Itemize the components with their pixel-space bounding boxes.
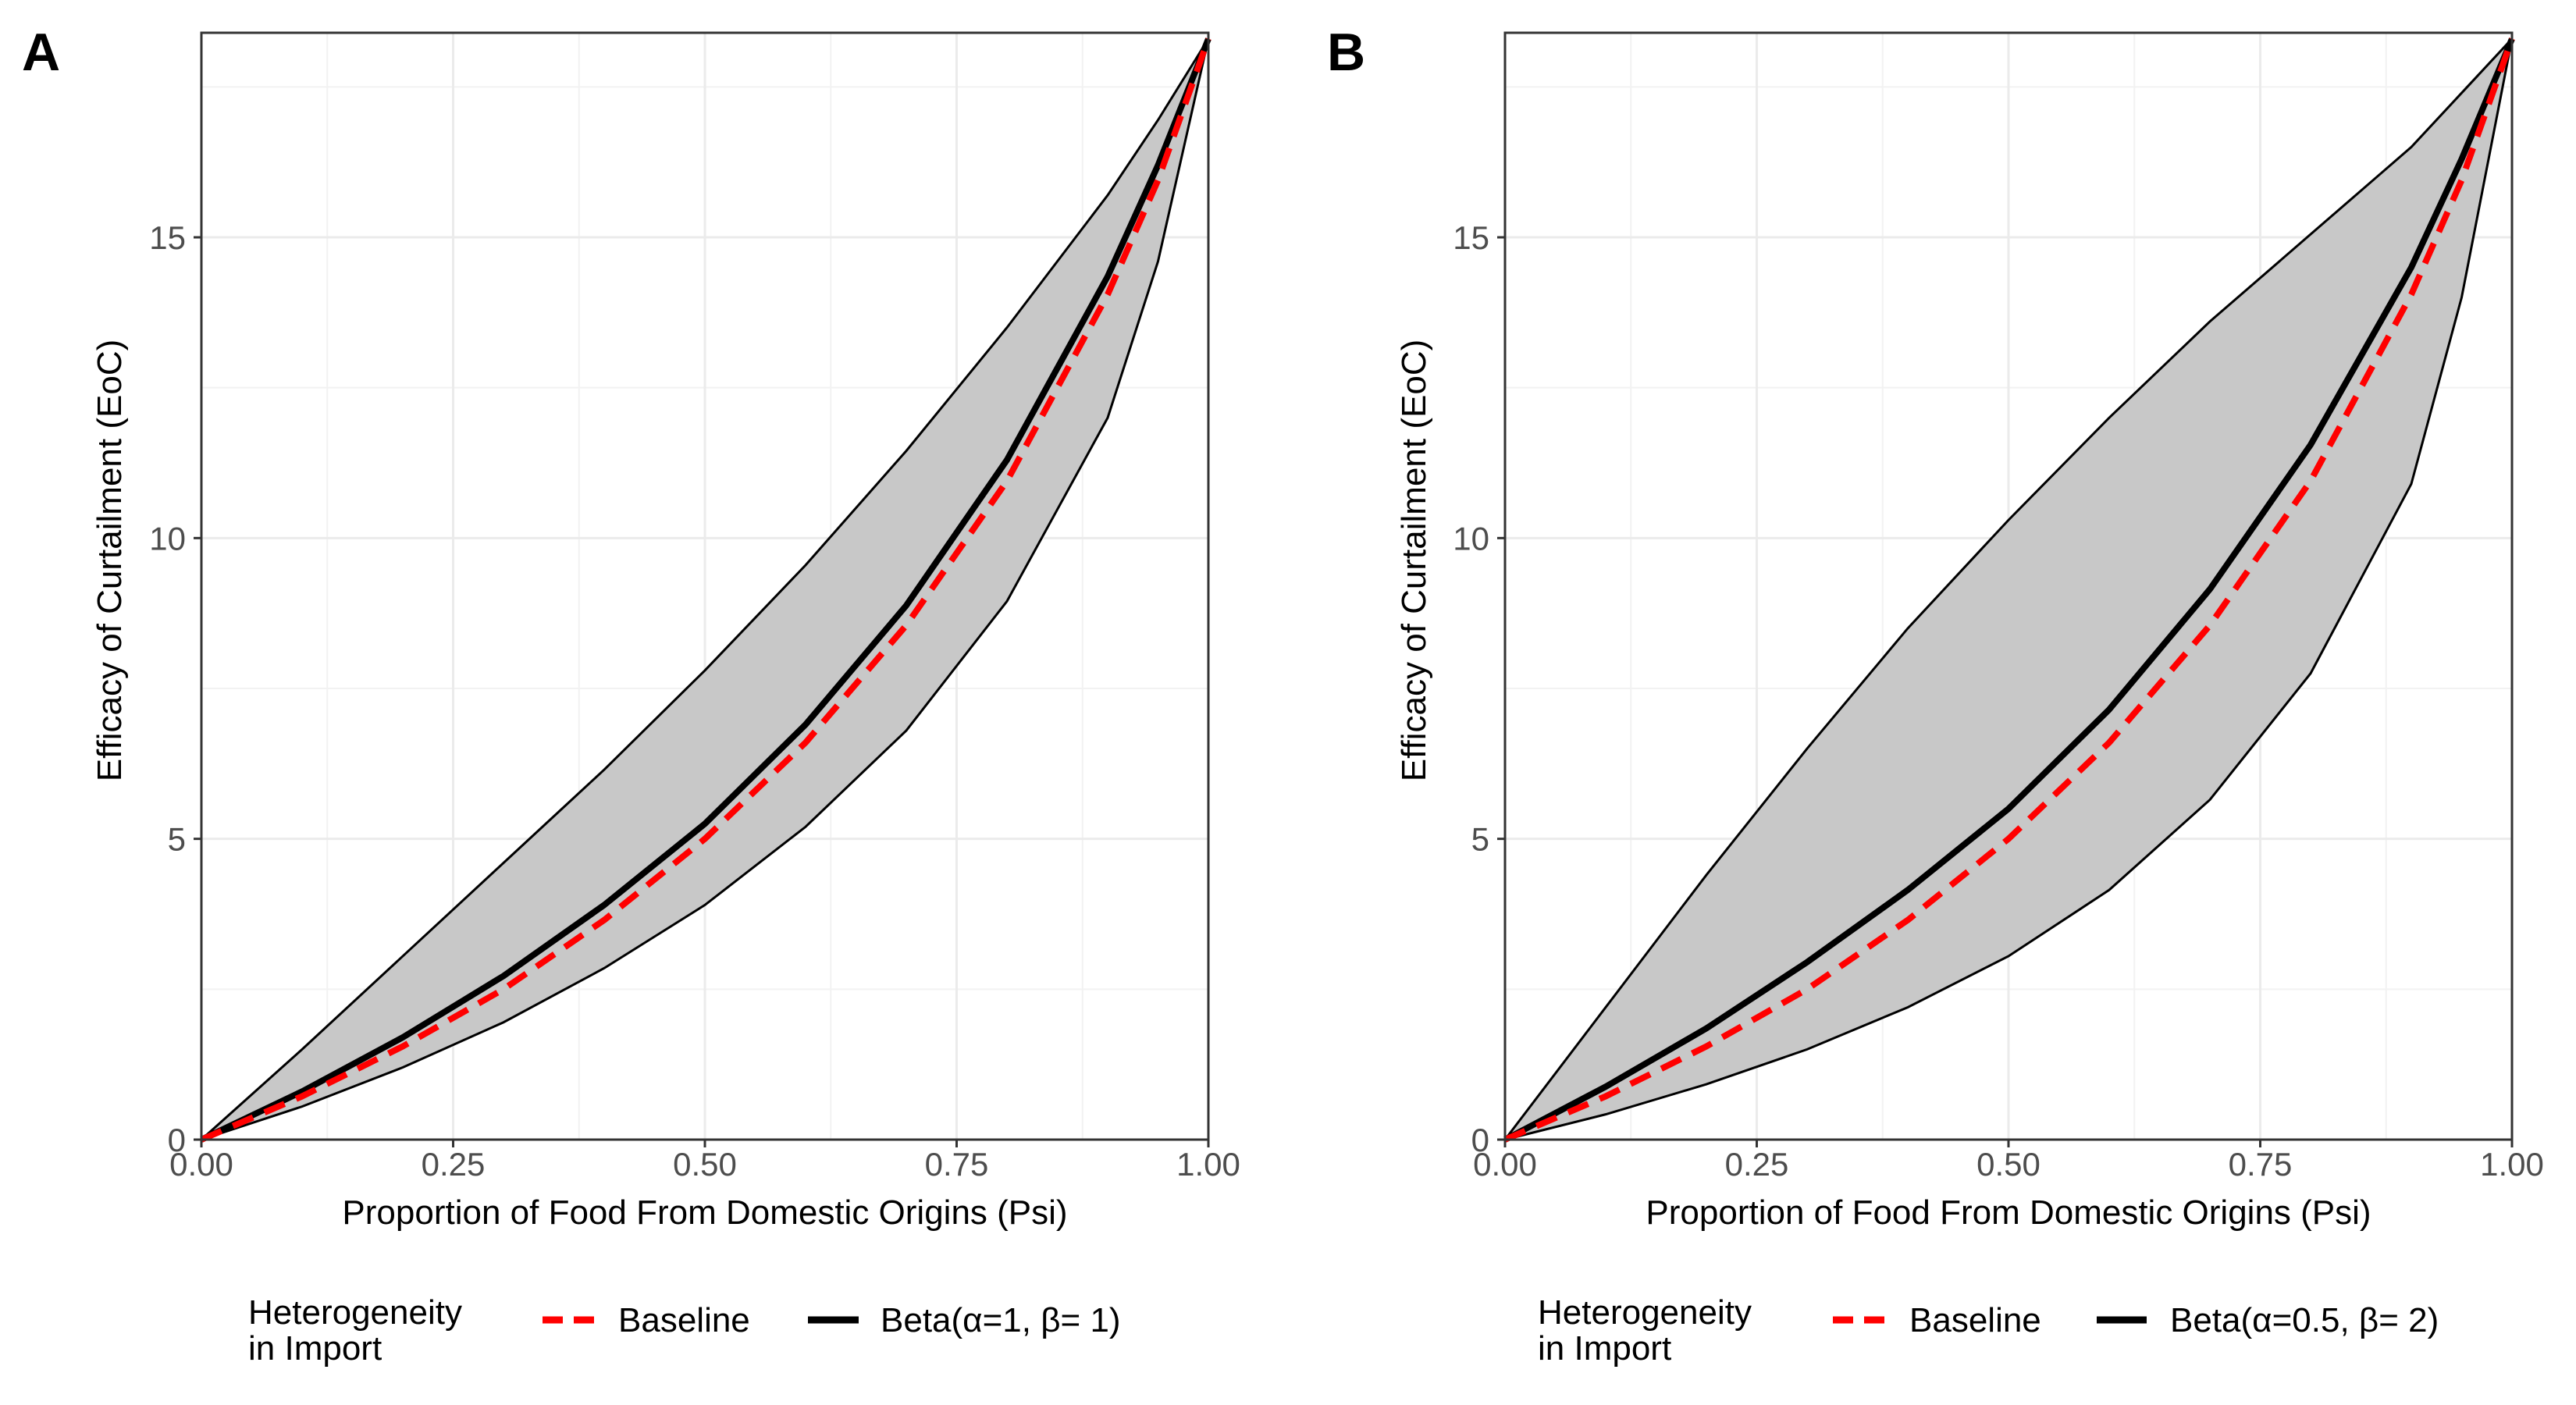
y-tick-label: 10 bbox=[149, 520, 186, 557]
legend-label-baseline: Baseline bbox=[618, 1301, 750, 1339]
x-tick-label: 0.25 bbox=[1725, 1146, 1789, 1183]
ribbon-upper-line bbox=[200, 37, 1210, 1141]
x-tick-label: 0.75 bbox=[2229, 1146, 2293, 1183]
legend-title-line-1: Heterogeneity bbox=[248, 1293, 462, 1332]
x-axis-title: Proportion of Food From Domestic Origins… bbox=[1646, 1193, 2371, 1232]
x-tick-label: 0.25 bbox=[422, 1146, 486, 1183]
y-tick-label: 10 bbox=[1453, 520, 1489, 557]
series-line-baseline bbox=[200, 37, 1212, 1143]
legend-title-line-2: in Import bbox=[248, 1329, 382, 1368]
x-tick-label: 0.50 bbox=[673, 1146, 737, 1183]
legend-label-beta: Beta(α=0.5, β= 2) bbox=[2170, 1301, 2439, 1339]
x-tick-label: 0.50 bbox=[1976, 1146, 2041, 1183]
ribbon-lower-line bbox=[201, 38, 1210, 1141]
series-line-baseline bbox=[1503, 37, 2515, 1143]
legend: Heterogeneity in Import Baseline Beta(α=… bbox=[248, 1293, 1121, 1368]
x-tick-label: 0.00 bbox=[1473, 1146, 1537, 1183]
ribbon-lower-line bbox=[1504, 38, 2514, 1141]
y-tick-label: 15 bbox=[1453, 219, 1489, 256]
x-tick-label: 1.00 bbox=[2480, 1146, 2544, 1183]
x-tick-label: 1.00 bbox=[1176, 1146, 1240, 1183]
ribbon-upper-line bbox=[1503, 37, 2514, 1140]
legend-label-baseline: Baseline bbox=[1909, 1301, 2041, 1339]
plot-area: 0.00 0.25 0.50 0.75 1.00 0 5 10 15 bbox=[1453, 31, 2544, 1183]
y-tick-label: 0 bbox=[1471, 1122, 1489, 1158]
panel-label: B bbox=[1327, 23, 1365, 82]
legend: Heterogeneity in Import Baseline Beta(α=… bbox=[1538, 1293, 2439, 1368]
legend-title-line-1: Heterogeneity bbox=[1538, 1293, 1752, 1332]
chart-panel-b: B 0.00 0.25 0.50 0.75 1.00 0 5 10 15 Proportion … bbox=[1327, 23, 2544, 1368]
y-axis-title: Efficacy of Curtailment (EoC) bbox=[91, 340, 129, 781]
x-tick-label: 0.75 bbox=[925, 1146, 989, 1183]
y-tick-label: 0 bbox=[168, 1122, 186, 1158]
chart-panel-a: A 0.00 0.25 0.50 0.75 1.00 0 5 10 15 Proportion … bbox=[22, 23, 1240, 1368]
panel-label: A bbox=[22, 23, 60, 82]
ribbon-area bbox=[201, 38, 1208, 1140]
y-tick-label: 5 bbox=[1471, 821, 1489, 858]
y-tick-label: 15 bbox=[149, 219, 186, 256]
x-axis-title: Proportion of Food From Domestic Origins… bbox=[342, 1193, 1067, 1232]
series-line-beta bbox=[200, 37, 1212, 1143]
plot-area: 0.00 0.25 0.50 0.75 1.00 0 5 10 15 bbox=[149, 31, 1240, 1183]
y-tick-label: 5 bbox=[168, 821, 186, 858]
series-line-beta bbox=[1503, 37, 2515, 1143]
legend-title-line-2: in Import bbox=[1538, 1329, 1671, 1368]
legend-label-beta: Beta(α=1, β= 1) bbox=[881, 1301, 1121, 1339]
y-axis-title: Efficacy of Curtailment (EoC) bbox=[1395, 340, 1433, 781]
ribbon-area bbox=[1505, 38, 2512, 1140]
x-tick-label: 0.00 bbox=[169, 1146, 233, 1183]
